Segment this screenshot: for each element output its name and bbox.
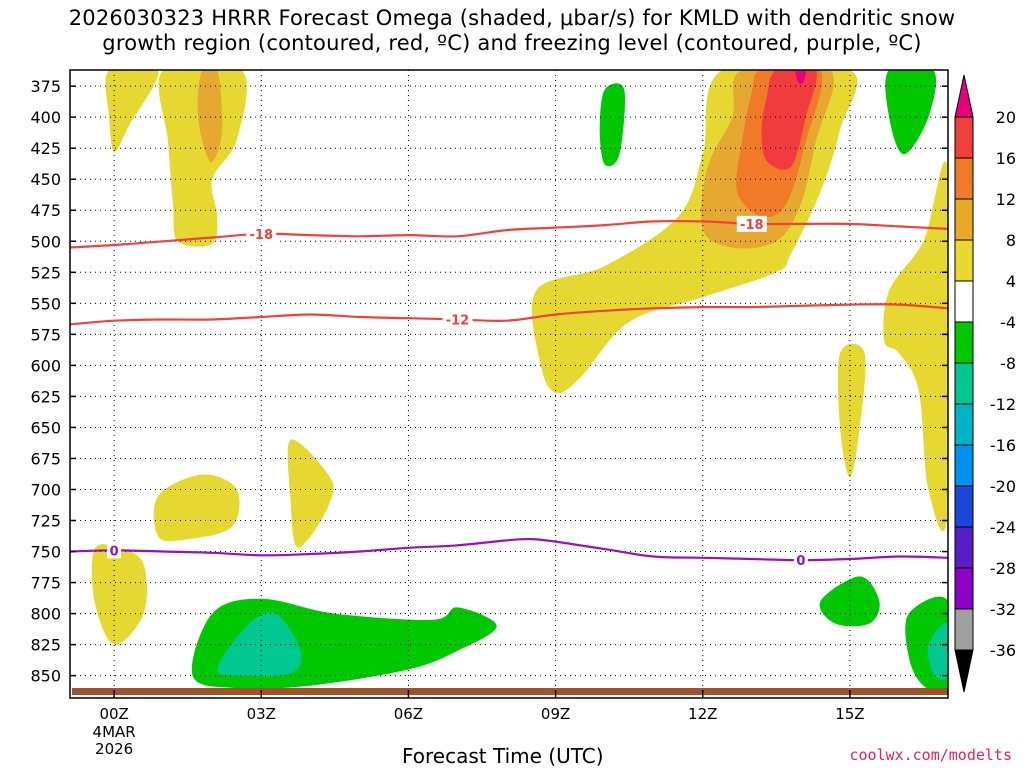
colorbar-bin-11 bbox=[954, 567, 974, 610]
contour-freezing_level bbox=[70, 537, 948, 562]
contour-lines: -18 -18 -12 0 0 bbox=[70, 215, 948, 569]
contour-label-freezing_level-0: 0 bbox=[110, 544, 119, 559]
colorbar-bin-10 bbox=[954, 526, 974, 569]
y-tick-label-825: 825 bbox=[30, 636, 61, 655]
y-tick-label-400: 400 bbox=[30, 108, 61, 127]
colorbar-label-7: -12 bbox=[990, 395, 1016, 414]
colorbar-bin-3 bbox=[954, 239, 974, 282]
y-tick-label-675: 675 bbox=[30, 449, 61, 468]
colorbar-label-5: -4 bbox=[1000, 313, 1016, 332]
colorbar-bin-9 bbox=[954, 485, 974, 528]
y-tick-label-575: 575 bbox=[30, 325, 61, 344]
omega-region-2 bbox=[197, 70, 223, 162]
y-tick-label-500: 500 bbox=[30, 232, 61, 251]
y-tick-label-700: 700 bbox=[30, 480, 61, 499]
omega-region-8 bbox=[883, 161, 948, 532]
chart-title: 2026030323 HRRR Forecast Omega (shaded, … bbox=[0, 6, 1024, 56]
colorbar-bottom-arrow bbox=[954, 649, 974, 693]
colorbar-label-0: 20 bbox=[996, 108, 1016, 127]
colorbar-bin-5 bbox=[954, 321, 974, 364]
contour-dgz_bottom bbox=[70, 303, 948, 326]
y-tick-label-425: 425 bbox=[30, 139, 61, 158]
x-tick-sublabel-1: 2026 bbox=[95, 740, 133, 758]
colorbar: 20 16 12 8 4 -4 -8 -12 -16 -20 -24 -28 -32 -36 bbox=[954, 74, 1016, 693]
omega-region-13 bbox=[599, 83, 626, 167]
contour-label-bg-freezing_level-1 bbox=[793, 552, 808, 569]
colorbar-label-3: 8 bbox=[1006, 231, 1016, 250]
colorbar-bin-6 bbox=[954, 362, 974, 405]
omega-region-16 bbox=[217, 612, 302, 677]
contour-label-bg-freezing_level-0 bbox=[107, 542, 122, 559]
colorbar-bin-7 bbox=[954, 403, 974, 446]
omega-region-7 bbox=[795, 70, 807, 84]
x-axis-label: Forecast Time (UTC) bbox=[402, 744, 604, 768]
contour-label-dgz_top-1: -18 bbox=[740, 218, 764, 233]
contour-label-bg-dgz_top-0 bbox=[246, 225, 277, 242]
omega-region-11 bbox=[287, 439, 334, 548]
credit-text: coolwx.com/modelts bbox=[849, 746, 1012, 764]
contour-label-bg-dgz_bottom-0 bbox=[442, 311, 473, 328]
colorbar-label-6: -8 bbox=[1000, 354, 1016, 373]
y-tick-label-375: 375 bbox=[30, 77, 61, 96]
colorbar-bin-0 bbox=[954, 116, 974, 159]
colorbar-label-10: -24 bbox=[990, 518, 1016, 537]
colorbar-label-12: -32 bbox=[990, 600, 1016, 619]
y-tick-label-475: 475 bbox=[30, 201, 61, 220]
x-tick-label-06Z: 06Z bbox=[394, 705, 423, 723]
contour-label-dgz_top-0: -18 bbox=[250, 228, 274, 243]
colorbar-label-1: 16 bbox=[996, 149, 1016, 168]
contour-label-dgz_bottom-0: -12 bbox=[446, 313, 470, 328]
omega-region-12 bbox=[91, 544, 147, 645]
colorbar-label-8: -16 bbox=[990, 436, 1016, 455]
contour-label-freezing_level-1: 0 bbox=[796, 554, 805, 569]
terrain-bar bbox=[72, 688, 948, 695]
colorbar-label-4: 4 bbox=[1006, 272, 1016, 291]
y-tick-label-450: 450 bbox=[30, 170, 61, 189]
terrain-band bbox=[72, 688, 948, 695]
omega-region-10 bbox=[153, 474, 240, 542]
x-tick-label-12Z: 12Z bbox=[688, 705, 717, 723]
y-tick-label-750: 750 bbox=[30, 543, 61, 562]
plot-frame bbox=[69, 69, 949, 699]
y-tick-label-550: 550 bbox=[30, 294, 61, 313]
axes: 375 400 425 450 475 500 525 550 575 600 625 650 675 7… bbox=[30, 69, 949, 758]
chart-title-line2: growth region (contoured, red, ºC) and f… bbox=[102, 31, 922, 55]
y-tick-label-850: 850 bbox=[30, 667, 61, 686]
x-tick-label-03Z: 03Z bbox=[247, 705, 276, 723]
omega-region-17 bbox=[819, 576, 880, 627]
omega-shading bbox=[91, 70, 948, 695]
y-tick-label-600: 600 bbox=[30, 356, 61, 375]
colorbar-top-arrow bbox=[954, 74, 974, 118]
y-tick-label-650: 650 bbox=[30, 418, 61, 437]
colorbar-label-11: -28 bbox=[990, 559, 1016, 578]
omega-region-0 bbox=[105, 70, 159, 152]
x-tick-sublabel-0: 4MAR bbox=[93, 723, 136, 741]
x-tick-label-00Z: 00Z bbox=[99, 705, 128, 723]
contour-label-bg-dgz_top-1 bbox=[736, 215, 767, 232]
chart-title-line1: 2026030323 HRRR Forecast Omega (shaded, … bbox=[68, 6, 956, 30]
y-tick-label-625: 625 bbox=[30, 387, 61, 406]
colorbar-label-9: -20 bbox=[990, 477, 1016, 496]
omega-region-9 bbox=[837, 343, 866, 478]
omega-region-1 bbox=[158, 70, 247, 247]
colorbar-bin-2 bbox=[954, 198, 974, 241]
colorbar-bin-8 bbox=[954, 444, 974, 487]
colorbar-bin-12 bbox=[954, 608, 974, 651]
colorbar-bin-4 bbox=[954, 280, 974, 323]
y-tick-label-800: 800 bbox=[30, 605, 61, 624]
y-tick-label-775: 775 bbox=[30, 574, 61, 593]
colorbar-bin-1 bbox=[954, 157, 974, 200]
colorbar-label-2: 12 bbox=[996, 190, 1016, 209]
contour-dgz_top bbox=[70, 219, 948, 249]
colorbar-label-13: -36 bbox=[990, 641, 1016, 660]
omega-region-19 bbox=[927, 622, 948, 680]
omega-region-14 bbox=[885, 70, 936, 155]
y-tick-label-725: 725 bbox=[30, 512, 61, 531]
x-tick-label-09Z: 09Z bbox=[541, 705, 570, 723]
y-tick-label-525: 525 bbox=[30, 263, 61, 282]
omega-region-6 bbox=[761, 70, 817, 170]
x-tick-label-15Z: 15Z bbox=[835, 705, 864, 723]
